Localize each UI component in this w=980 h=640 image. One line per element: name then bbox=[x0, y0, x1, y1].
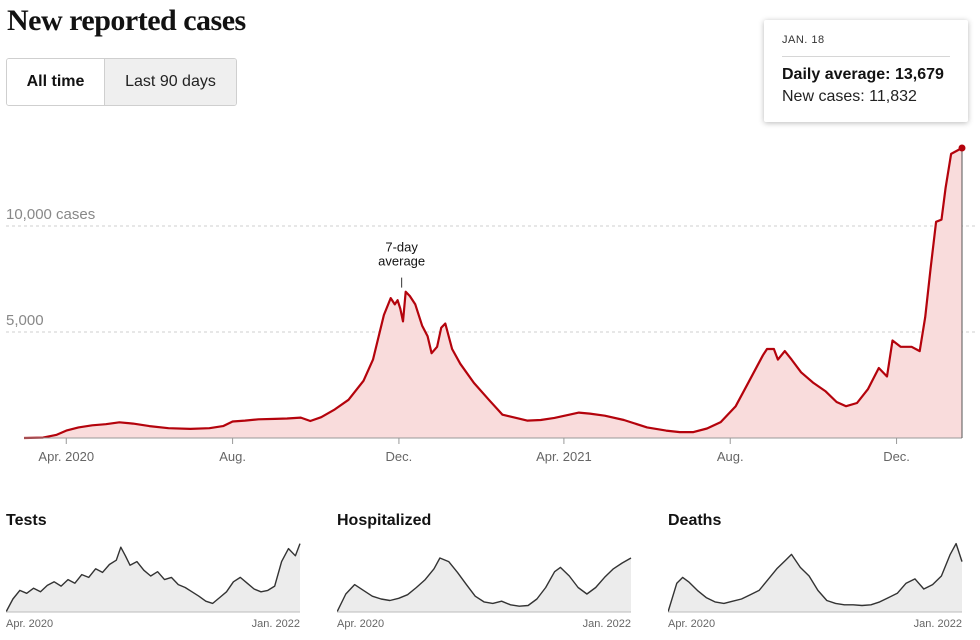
seven-day-average-annotation: average bbox=[378, 254, 425, 269]
time-range-toggle: All time Last 90 days bbox=[6, 58, 237, 106]
sparkline-area bbox=[337, 558, 631, 612]
last-90-days-button[interactable]: Last 90 days bbox=[105, 59, 236, 105]
tooltip-daily-average: Daily average: 13,679 bbox=[782, 66, 944, 83]
seven-day-average-annotation: 7-day bbox=[385, 240, 418, 255]
sparkline-end-label: Jan. 2022 bbox=[252, 618, 300, 630]
tooltip-date: JAN. 18 bbox=[782, 34, 825, 46]
tests-mini-chart[interactable]: Tests Apr. 2020 Jan. 2022 bbox=[6, 510, 306, 635]
sparkline-end-label: Jan. 2022 bbox=[914, 618, 962, 630]
cases-area bbox=[24, 148, 962, 438]
y-tick-label: 5,000 bbox=[6, 312, 44, 329]
tooltip-new-cases: New cases: 11,832 bbox=[782, 88, 917, 105]
sparkline-area bbox=[668, 543, 962, 612]
x-tick-label: Dec. bbox=[386, 449, 413, 464]
hospitalized-mini-chart[interactable]: Hospitalized Apr. 2020 Jan. 2022 bbox=[337, 510, 637, 635]
sparkline-line bbox=[668, 542, 963, 613]
sparkline-start-label: Apr. 2020 bbox=[337, 618, 384, 630]
tests-sparkline: Apr. 2020 Jan. 2022 bbox=[6, 543, 301, 630]
sparkline-start-label: Apr. 2020 bbox=[6, 618, 53, 630]
page-title: New reported cases bbox=[7, 4, 246, 37]
deaths-sparkline: Apr. 2020 Jan. 2022 bbox=[668, 542, 963, 630]
cases-chart[interactable]: 10,000 cases 5,000 Apr. 2020 Aug. Dec. Apr. 2… bbox=[0, 120, 980, 475]
sparkline-line bbox=[337, 557, 632, 613]
deaths-mini-chart[interactable]: Deaths Apr. 2020 Jan. 2022 bbox=[668, 510, 968, 635]
x-tick-label: Apr. 2021 bbox=[536, 449, 592, 464]
x-tick-label: Apr. 2020 bbox=[38, 449, 94, 464]
x-tick-label: Dec. bbox=[883, 449, 910, 464]
sparkline-end-label: Jan. 2022 bbox=[583, 618, 631, 630]
deaths-title: Deaths bbox=[668, 512, 722, 529]
x-tick-label: Aug. bbox=[717, 449, 744, 464]
x-tick-label: Aug. bbox=[219, 449, 246, 464]
chart-tooltip: JAN. 18 Daily average: 13,679 New cases:… bbox=[764, 20, 968, 122]
sparkline-area bbox=[6, 543, 300, 612]
sparkline-line bbox=[6, 543, 301, 613]
hospitalized-sparkline: Apr. 2020 Jan. 2022 bbox=[337, 557, 632, 630]
tests-title: Tests bbox=[6, 512, 47, 529]
hospitalized-title: Hospitalized bbox=[337, 512, 432, 529]
y-tick-label: 10,000 cases bbox=[6, 206, 95, 223]
hover-point bbox=[958, 144, 966, 152]
seven-day-average-line bbox=[23, 147, 963, 440]
tooltip-divider bbox=[782, 56, 950, 57]
all-time-button[interactable]: All time bbox=[7, 59, 105, 105]
sparkline-start-label: Apr. 2020 bbox=[668, 618, 715, 630]
